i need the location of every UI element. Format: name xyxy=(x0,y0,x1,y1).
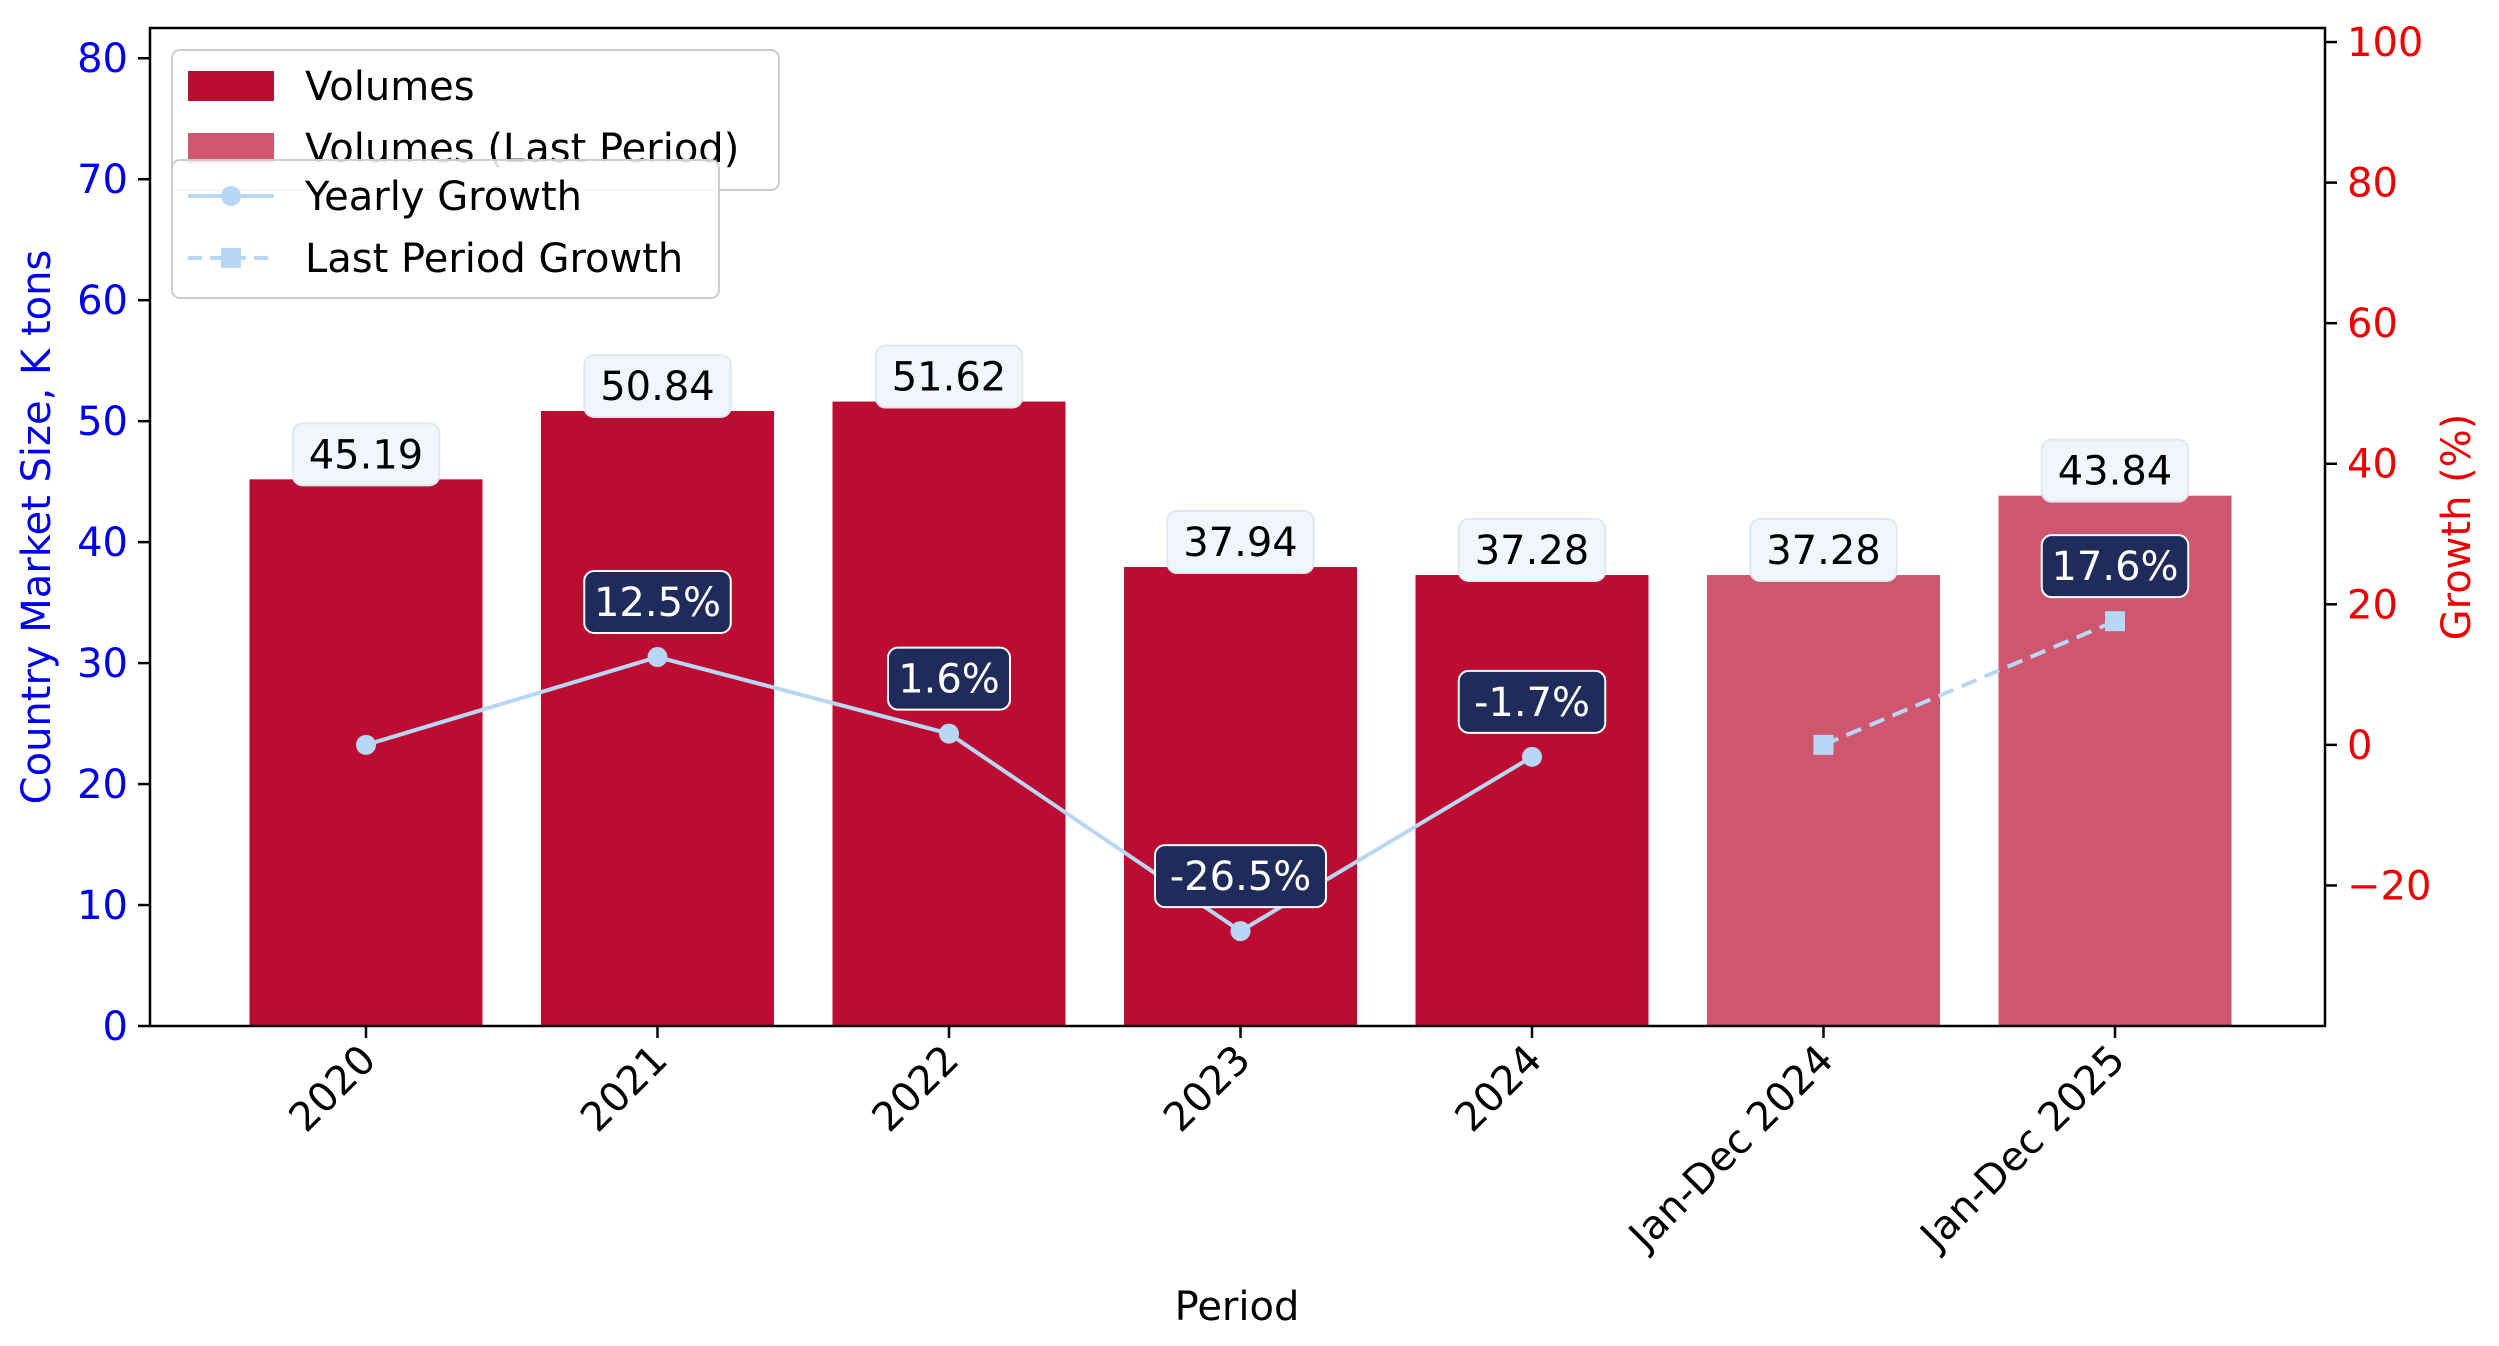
legend-label: Yearly Growth xyxy=(304,174,582,220)
data-label: 51.62 xyxy=(874,344,1024,409)
svg-text:37.94: 37.94 xyxy=(1183,520,1298,566)
y2-tick-label: 60 xyxy=(2347,301,2398,347)
y-tick-label: 30 xyxy=(77,641,128,687)
x-axis-title: Period xyxy=(1175,1284,1300,1330)
legend-label: Last Period Growth xyxy=(305,236,683,282)
y2-tick-label: 20 xyxy=(2347,582,2398,628)
y-tick-label: 80 xyxy=(77,36,128,82)
y2-tick-label: 0 xyxy=(2347,723,2372,769)
data-label: 37.28 xyxy=(1457,518,1607,583)
plot-frame xyxy=(148,26,2327,1028)
legend-lines: Yearly Growth Last Period Growth xyxy=(171,159,720,299)
svg-text:12.5%: 12.5% xyxy=(594,580,721,626)
data-label: 37.28 xyxy=(1749,518,1898,583)
svg-text:50.84: 50.84 xyxy=(600,364,715,410)
growth-marker xyxy=(356,734,376,755)
svg-text:37.28: 37.28 xyxy=(1766,528,1881,574)
y-tick-label: 0 xyxy=(103,1004,128,1050)
data-label: -1.7% xyxy=(1457,669,1607,734)
y-tick-label: 70 xyxy=(77,157,128,203)
growth-marker xyxy=(1522,746,1542,767)
growth-marker xyxy=(1813,734,1834,755)
growth-marker xyxy=(2105,611,2125,632)
y-tick-label: 20 xyxy=(77,762,128,808)
legend-label: Volumes xyxy=(305,64,475,110)
legend-swatch xyxy=(188,71,274,101)
svg-text:-1.7%: -1.7% xyxy=(1474,680,1590,726)
data-label: 43.84 xyxy=(2040,438,2190,503)
growth-marker xyxy=(1230,921,1251,942)
y-tick-label: 60 xyxy=(77,278,128,324)
y2-axis-title: Growth (%) xyxy=(2434,414,2480,641)
bar xyxy=(1124,567,1357,1026)
svg-text:-26.5%: -26.5% xyxy=(1170,854,1312,900)
svg-text:17.6%: 17.6% xyxy=(2051,544,2178,590)
bar xyxy=(1707,575,1940,1026)
data-label: 37.94 xyxy=(1166,510,1315,575)
svg-text:45.19: 45.19 xyxy=(309,432,424,478)
svg-text:1.6%: 1.6% xyxy=(898,657,1000,703)
y-tick-label: 40 xyxy=(77,520,128,566)
growth-marker xyxy=(939,723,959,744)
y2-tick-label: 100 xyxy=(2347,20,2423,66)
y-tick-label: 50 xyxy=(77,399,128,445)
data-label: 17.6% xyxy=(2040,534,2190,599)
svg-text:43.84: 43.84 xyxy=(2058,449,2173,495)
data-label: -26.5% xyxy=(1154,844,1327,909)
data-label: 1.6% xyxy=(887,646,1011,711)
data-label: 50.84 xyxy=(583,353,732,418)
y2-tick-label: 40 xyxy=(2347,442,2398,488)
y-tick-label: 10 xyxy=(77,883,128,929)
y2-tick-label: −20 xyxy=(2347,863,2431,909)
y2-tick-label: 80 xyxy=(2347,161,2398,207)
growth-marker xyxy=(647,647,668,668)
bar xyxy=(1415,575,1649,1026)
lines-layer xyxy=(356,611,2125,942)
svg-text:37.28: 37.28 xyxy=(1475,528,1590,574)
data-label: 12.5% xyxy=(583,570,732,635)
legend-swatch xyxy=(188,133,274,163)
bars-layer xyxy=(249,401,2232,1027)
growth-line xyxy=(1822,619,2116,747)
bar xyxy=(541,410,774,1026)
data-label: 45.19 xyxy=(291,422,441,487)
svg-text:51.62: 51.62 xyxy=(892,355,1007,401)
y-axis-title: Country Market Size, K tons xyxy=(14,250,60,805)
labels-layer: 45.19 50.84 51.62 37.94 37.28 37.28 43.84 12.5%… xyxy=(291,344,2190,909)
